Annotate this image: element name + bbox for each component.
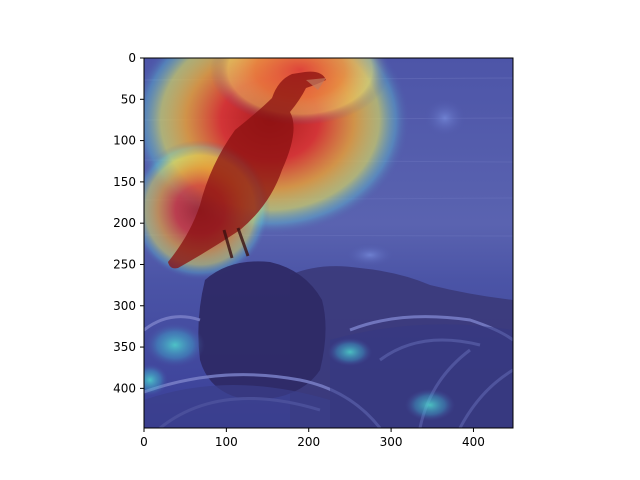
y-axis: 0 50 100 150 200 250 300 350 400 [113, 51, 144, 395]
heat-region-top [210, 58, 390, 125]
x-tick-label: 200 [297, 435, 320, 449]
cyan-highlight [145, 323, 205, 367]
x-tick-label: 400 [462, 435, 485, 449]
cyan-highlight [328, 338, 372, 366]
faint-blob [345, 243, 395, 267]
y-tick-label: 400 [113, 381, 136, 395]
x-tick-label: 100 [215, 435, 238, 449]
y-tick-label: 350 [113, 340, 136, 354]
y-tick-label: 150 [113, 175, 136, 189]
leaf-mass [144, 385, 330, 428]
y-tick-label: 200 [113, 216, 136, 230]
y-tick-label: 250 [113, 257, 136, 271]
cyan-highlight [405, 389, 455, 421]
heatmap-image [144, 58, 513, 428]
cyan-highlight [144, 364, 168, 396]
y-tick-label: 300 [113, 299, 136, 313]
y-tick-label: 100 [113, 134, 136, 148]
stump [198, 261, 326, 400]
x-tick-label: 0 [140, 435, 148, 449]
x-tick-label: 300 [380, 435, 403, 449]
y-tick-label: 0 [128, 51, 136, 65]
crow-silhouette [168, 71, 326, 269]
axes-frame [143, 57, 514, 429]
x-axis: 0 100 200 300 400 [140, 428, 485, 449]
faint-blob [423, 98, 467, 138]
leaf-mass [330, 324, 513, 428]
y-tick-label: 50 [121, 92, 136, 106]
